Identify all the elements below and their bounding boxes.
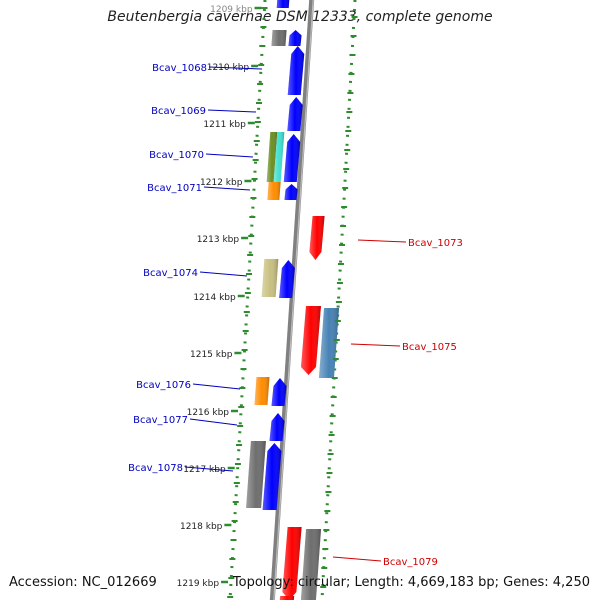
gene-feature — [273, 132, 285, 182]
gene-feature — [254, 377, 270, 405]
scale-tick-label: 1218 kbp — [180, 522, 223, 532]
gene-shade — [279, 260, 295, 298]
label-leader-line — [189, 418, 238, 426]
gene-feature — [279, 596, 295, 600]
gene-shade — [287, 97, 303, 131]
scale-ticks — [227, 7, 358, 598]
label-leader-line — [203, 186, 251, 191]
gene-shade — [266, 132, 278, 182]
gene-label-left: Bcav_1068 — [152, 63, 207, 74]
map-title: Beutenbergia cavernae DSM 12333, complet… — [107, 9, 493, 25]
gene-shade — [282, 527, 302, 600]
gene-label-right: Bcav_1073 — [408, 238, 463, 249]
gene-features — [246, 0, 340, 600]
gene-shade — [254, 377, 270, 405]
gene-feature — [261, 259, 279, 297]
gene-feature — [300, 529, 322, 600]
gene-label-left: Bcav_1074 — [143, 268, 198, 279]
gene-shade — [300, 529, 322, 600]
gene-feature — [288, 30, 302, 46]
dotted-guide-lines — [228, 0, 357, 600]
gene-shade — [269, 413, 285, 441]
topology-text: Topology: circular; Length: 4,669,183 bp… — [232, 575, 590, 590]
label-leader-line — [207, 109, 257, 113]
gene-shade — [284, 184, 298, 200]
gene-feature — [287, 46, 305, 95]
left-guide-line — [228, 0, 267, 600]
gene-label-left: Bcav_1077 — [133, 415, 188, 426]
label-leader-line — [350, 343, 401, 347]
gene-feature — [301, 306, 321, 375]
gene-feature — [282, 527, 302, 600]
gene-feature — [276, 0, 290, 8]
gene-feature — [262, 443, 282, 510]
gene-feature — [284, 184, 298, 200]
gene-shade — [267, 182, 281, 200]
gene-shade — [276, 0, 290, 8]
gene-label-left: Bcav_1070 — [149, 150, 204, 161]
scale-tick-label: 1219 kbp — [177, 579, 220, 589]
gene-shade — [273, 132, 285, 182]
gene-label-left: Bcav_1076 — [136, 380, 191, 391]
gene-feature — [283, 134, 301, 182]
scale-tick-label: 1212 kbp — [200, 178, 243, 188]
gene-shade — [309, 216, 325, 260]
gene-label-left: Bcav_1078 — [128, 463, 183, 474]
label-leader-line — [332, 556, 382, 562]
label-leader-line — [184, 466, 234, 472]
scale-tick-label: 1215 kbp — [190, 350, 233, 360]
gene-shade — [262, 443, 282, 510]
gene-shade — [279, 596, 295, 600]
gene-label-left: Bcav_1071 — [147, 183, 202, 194]
label-leader-line — [192, 383, 241, 390]
label-leader-line — [199, 271, 248, 277]
accession-text: Accession: NC_012669 — [9, 575, 157, 590]
genome-backbone — [269, 0, 315, 600]
gene-feature — [271, 30, 287, 46]
gene-shade — [271, 378, 287, 406]
gene-label-right: Bcav_1075 — [402, 342, 457, 353]
label-leader-line — [357, 239, 407, 243]
label-leader-line — [208, 66, 263, 70]
backbone-line — [269, 0, 315, 600]
gene-shade — [288, 30, 302, 46]
scale-tick-label: 1217 kbp — [183, 465, 226, 475]
gene-shade — [261, 259, 279, 297]
scale-tick-label: 1214 kbp — [193, 293, 236, 303]
gene-label-right: Bcav_1079 — [383, 557, 438, 568]
gene-label-left: Bcav_1069 — [151, 106, 206, 117]
gene-feature — [279, 260, 295, 298]
gene-feature — [246, 441, 266, 508]
gene-shade — [283, 134, 301, 182]
scale-tick-label: 1209 kbp — [210, 5, 253, 15]
gene-feature — [287, 97, 303, 131]
right-guide-line — [320, 0, 357, 600]
gene-feature — [266, 132, 278, 182]
scale-tick-label: 1216 kbp — [187, 408, 230, 418]
gene-feature — [271, 378, 287, 406]
backbone-highlight — [273, 0, 314, 600]
scale-tick-label: 1213 kbp — [197, 235, 240, 245]
scale-tick-label: 1211 kbp — [203, 120, 246, 130]
gene-shade — [246, 441, 266, 508]
gene-shade — [318, 308, 340, 378]
gene-shade — [287, 46, 305, 95]
gene-feature — [267, 182, 281, 200]
gene-feature — [318, 308, 340, 378]
gene-shade — [301, 306, 321, 375]
label-leader-line — [205, 153, 254, 158]
gene-shade — [271, 30, 287, 46]
gene-feature — [309, 216, 325, 260]
gene-feature — [269, 413, 285, 441]
